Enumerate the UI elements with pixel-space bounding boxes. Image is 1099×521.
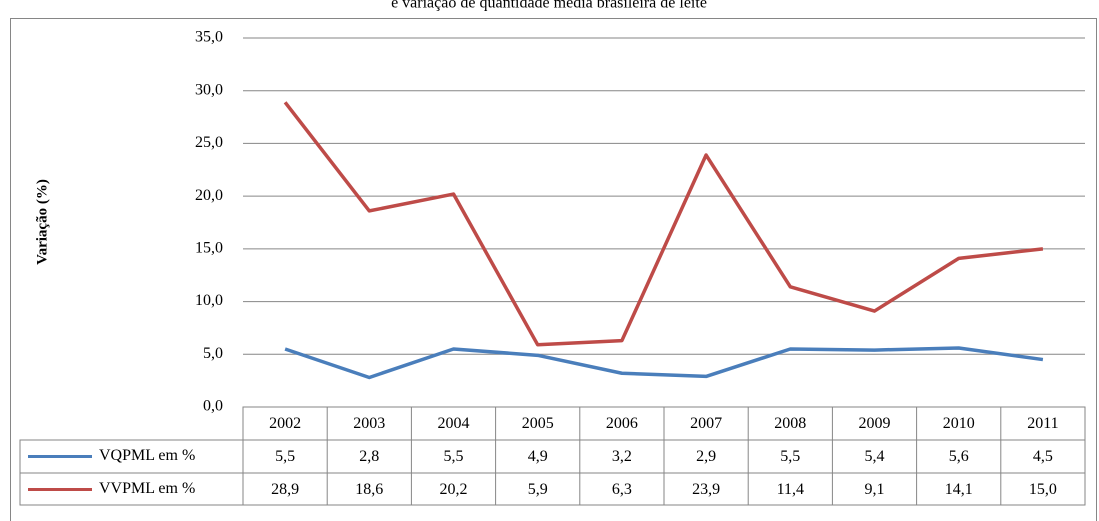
data-label: 9,1 — [865, 481, 885, 498]
x-tick-label: 2002 — [269, 415, 301, 432]
x-tick-label: 2011 — [1027, 415, 1058, 432]
x-tick-label: 2009 — [859, 415, 891, 432]
x-tick-label: 2010 — [943, 415, 975, 432]
y-tick-label: 20,0 — [195, 187, 223, 204]
data-label: 5,9 — [528, 481, 548, 498]
data-label: 4,5 — [1033, 448, 1053, 465]
data-label: 2,9 — [696, 448, 716, 465]
data-label: 5,5 — [780, 448, 800, 465]
legend-label: VVPML em % — [99, 480, 195, 497]
y-tick-label: 15,0 — [195, 240, 223, 257]
legend-label: VQPML em % — [99, 447, 195, 464]
y-tick-label: 30,0 — [195, 81, 223, 98]
data-label: 20,2 — [440, 481, 468, 498]
data-label: 5,4 — [865, 448, 885, 465]
y-tick-label: 0,0 — [203, 398, 223, 415]
y-tick-label: 25,0 — [195, 134, 223, 151]
x-tick-label: 2005 — [522, 415, 554, 432]
data-label: 14,1 — [945, 481, 973, 498]
y-tick-label: 10,0 — [195, 292, 223, 309]
data-label: 5,6 — [949, 448, 969, 465]
data-label: 15,0 — [1029, 481, 1057, 498]
chart-border — [10, 18, 1097, 521]
data-label: 11,4 — [777, 481, 804, 498]
series-line — [284, 346, 1044, 380]
series-line — [283, 101, 1044, 347]
x-tick-label: 2007 — [690, 415, 722, 432]
data-label: 3,2 — [612, 448, 632, 465]
x-tick-label: 2004 — [438, 415, 470, 432]
x-tick-label: 2008 — [774, 415, 806, 432]
data-label: 5,5 — [444, 448, 464, 465]
data-label: 4,9 — [528, 448, 548, 465]
x-tick-label: 2003 — [353, 415, 385, 432]
data-label: 28,9 — [271, 481, 299, 498]
data-label: 5,5 — [275, 448, 295, 465]
data-label: 2,8 — [359, 448, 379, 465]
data-label: 18,6 — [355, 481, 383, 498]
data-label: 6,3 — [612, 481, 632, 498]
x-tick-label: 2006 — [606, 415, 638, 432]
chart-title: e variação de quantidade média brasileir… — [391, 0, 707, 12]
y-tick-label: 35,0 — [195, 29, 223, 46]
data-label: 23,9 — [692, 481, 720, 498]
y-axis-label: Variação (%) — [34, 179, 50, 265]
y-tick-label: 5,0 — [203, 345, 223, 362]
